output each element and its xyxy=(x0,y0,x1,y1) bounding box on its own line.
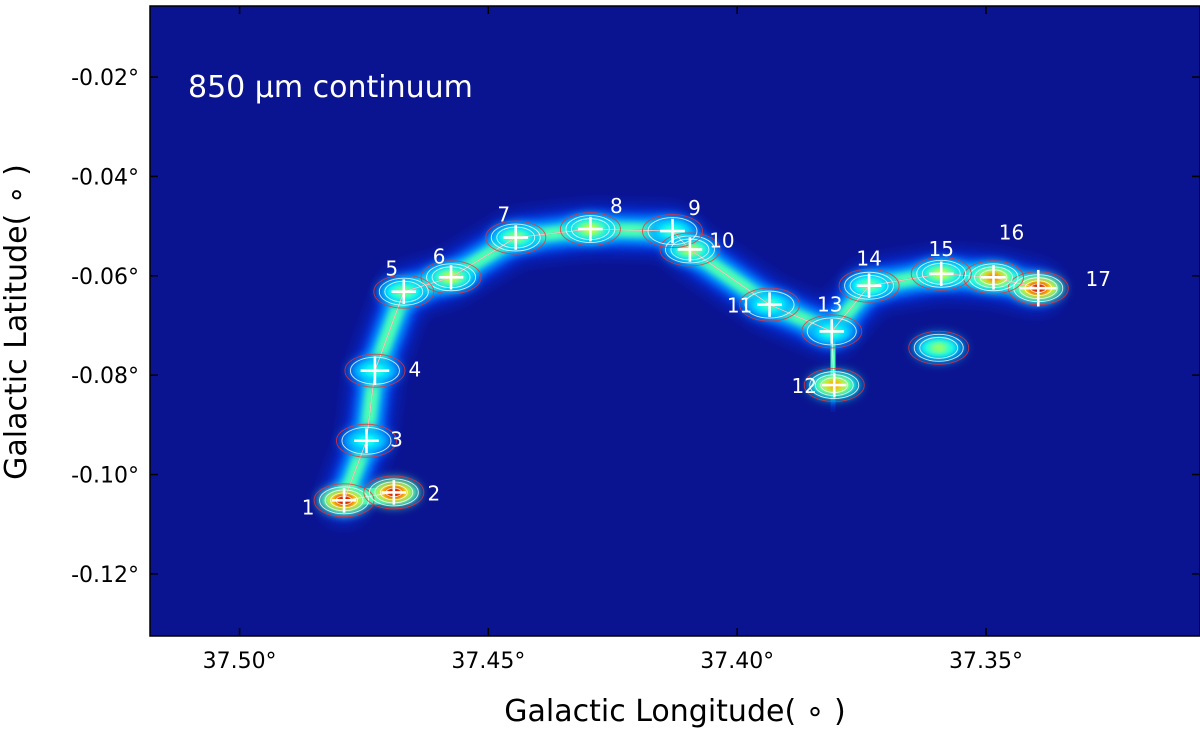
contour-ring-6-1 xyxy=(565,215,616,244)
contour-ring-14-1 xyxy=(806,317,857,346)
contour-ring-7-0 xyxy=(659,232,721,267)
source-marker-14: 14 xyxy=(856,247,882,299)
contour-ring-10-0 xyxy=(485,220,547,255)
y-axis-title: Galactic Latitude( ∘ ) xyxy=(0,164,34,480)
source-marker-4: 4 xyxy=(360,356,422,385)
source-label-16: 16 xyxy=(999,220,1024,244)
x-axis: 37.50° 37.45° 37.40° 37.35° xyxy=(203,6,1023,674)
contour-ring-16-0 xyxy=(336,423,397,458)
contour-ring-17-0 xyxy=(642,214,703,249)
contour-ring-5-1 xyxy=(426,263,477,292)
contour-ring-5-0 xyxy=(420,260,482,295)
source-label-1: 1 xyxy=(302,495,315,519)
x-tick-label-0: 37.50° xyxy=(203,649,277,674)
contour-ring-15-0 xyxy=(344,353,406,388)
source-marker-12: 12 xyxy=(792,372,847,398)
source-label-14: 14 xyxy=(856,247,881,271)
contour-ring-12-1 xyxy=(844,271,895,300)
contour-ring-16-1 xyxy=(341,426,392,455)
contour-ring-3-1 xyxy=(968,263,1019,292)
y-tick-label-4: -0.10° xyxy=(71,464,139,489)
source-label-9: 9 xyxy=(688,196,701,220)
source-marker-1: 1 xyxy=(302,488,357,519)
y-tick-label-2: -0.06° xyxy=(71,265,139,290)
source-marker-8: 8 xyxy=(578,194,623,242)
contour-ring-12-0 xyxy=(838,268,900,303)
contour-ring-9-2 xyxy=(919,336,959,359)
contour-ring-8-0 xyxy=(910,256,972,291)
source-label-17: 17 xyxy=(1086,267,1111,291)
source-marker-7: 7 xyxy=(497,203,529,250)
contour-ring-0-1 xyxy=(319,486,370,515)
peak-layer-3 xyxy=(933,345,944,351)
contour-ring-1-1 xyxy=(368,478,419,507)
source-label-8: 8 xyxy=(610,194,623,218)
x-tick-label-1: 37.45° xyxy=(451,649,525,674)
contour-ring-9-1 xyxy=(913,333,964,362)
source-label-12: 12 xyxy=(792,374,817,398)
y-tick-label-3: -0.08° xyxy=(71,364,139,389)
contour-ring-4-0 xyxy=(803,368,865,403)
source-label-11: 11 xyxy=(727,294,752,318)
emission-peak-9 xyxy=(912,333,965,362)
source-label-2: 2 xyxy=(427,481,440,505)
source-label-3: 3 xyxy=(390,428,403,452)
x-tick-label-3: 37.35° xyxy=(949,649,1023,674)
contour-ring-17-1 xyxy=(647,217,698,245)
source-label-13: 13 xyxy=(817,292,842,316)
y-tick-label-5: -0.12° xyxy=(71,563,139,588)
contour-ring-8-1 xyxy=(916,259,967,288)
contour-ring-1-0 xyxy=(363,475,425,510)
y-axis: -0.02° -0.04° -0.06° -0.08° -0.10° -0.12° xyxy=(71,66,1200,588)
source-marker-17: 17 xyxy=(1019,267,1111,307)
plot-background xyxy=(150,6,1200,636)
x-tick-label-2: 37.40° xyxy=(700,649,774,674)
source-marker-3: 3 xyxy=(354,428,403,454)
x-axis-title: Galactic Longitude( ∘ ) xyxy=(504,694,845,729)
source-marker-10: 10 xyxy=(677,228,735,262)
source-marker-5: 5 xyxy=(385,257,417,304)
panel-title: 850 μm continuum xyxy=(188,70,473,105)
contour-ring-13-1 xyxy=(744,290,795,319)
source-label-6: 6 xyxy=(433,244,446,268)
contour-ring-11-0 xyxy=(373,274,435,309)
contour-ring-6-0 xyxy=(559,212,621,247)
y-tick-label-0: -0.02° xyxy=(71,66,139,91)
contour-ridge-2 xyxy=(344,491,394,501)
source-label-4: 4 xyxy=(409,358,422,382)
source-marker-6: 6 xyxy=(433,244,464,290)
source-label-15: 15 xyxy=(929,237,954,261)
source-label-7: 7 xyxy=(497,203,510,227)
source-marker-2: 2 xyxy=(381,480,440,505)
y-tick-label-1: -0.04° xyxy=(71,165,139,190)
source-marker-9: 9 xyxy=(660,196,701,244)
contour-ring-10-1 xyxy=(490,223,541,252)
contour-ring-13-0 xyxy=(739,287,800,322)
contour-ring-14-0 xyxy=(801,314,863,349)
source-marker-15: 15 xyxy=(929,237,954,287)
source-label-5: 5 xyxy=(385,257,398,281)
source-marker-13: 13 xyxy=(817,292,845,344)
source-label-10: 10 xyxy=(709,228,734,252)
contour-ring-7-1 xyxy=(664,235,715,264)
source-marker-16: 16 xyxy=(981,220,1024,290)
plot-frame xyxy=(149,5,1200,637)
source-marker-11: 11 xyxy=(727,292,782,318)
contour-ring-3-0 xyxy=(963,260,1024,295)
contour-ring-11-1 xyxy=(378,277,429,306)
contour-ring-4-1 xyxy=(809,371,860,400)
contour-ring-9-0 xyxy=(908,330,970,365)
